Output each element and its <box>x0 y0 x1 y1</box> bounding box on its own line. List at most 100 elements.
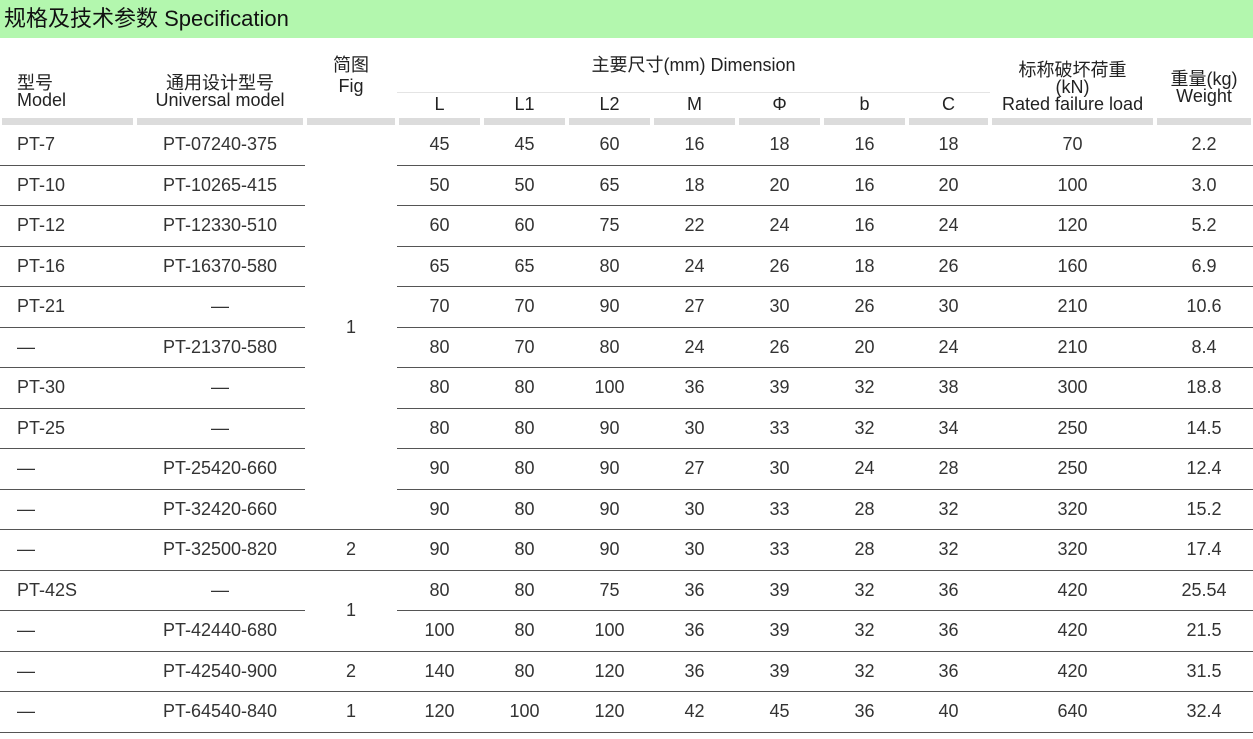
dim-b-cell: 32 <box>822 652 907 692</box>
dim-l-cell: 140 <box>397 652 482 692</box>
dim-l-cell: 120 <box>397 692 482 733</box>
header-dim-m: M <box>652 93 737 125</box>
dim-l1-cell: 80 <box>482 530 567 571</box>
dim-l2-cell: 90 <box>567 490 652 530</box>
load-cell: 420 <box>990 571 1156 611</box>
header-fig: 简图 Fig <box>305 38 397 125</box>
dim-c-cell: 24 <box>907 328 991 368</box>
dim-l-cell: 45 <box>397 125 482 166</box>
header-dim-phi: Φ <box>737 93 822 125</box>
dim-b-cell: 16 <box>822 206 907 247</box>
dim-b-cell: 18 <box>822 247 907 287</box>
dim-l2-cell: 90 <box>567 287 652 328</box>
model-cell: — <box>0 611 135 652</box>
header-load-cn: 标称破坏荷重 <box>1018 60 1127 80</box>
dim-l-cell: 90 <box>397 490 482 530</box>
universal-model-cell: — <box>135 571 305 611</box>
dim-l1-cell: 80 <box>482 571 567 611</box>
dim-m-cell: 18 <box>652 166 737 206</box>
weight-cell: 25.54 <box>1155 571 1253 611</box>
dim-l1-cell: 65 <box>482 247 567 287</box>
dim-b-cell: 32 <box>822 571 907 611</box>
dim-l-cell: 50 <box>397 166 482 206</box>
dim-l1-cell: 45 <box>482 125 567 166</box>
table-row: PT-42S —1 80 80 75 36 39 32 36 420 25.54 <box>0 571 1253 652</box>
header-fig-cn: 简图 <box>333 55 369 75</box>
fig-cell: 2 <box>305 652 397 692</box>
load-cell: 250 <box>990 409 1156 449</box>
model-cell: PT-21 <box>0 287 135 328</box>
dim-l-cell: 80 <box>397 368 482 409</box>
dim-m-cell: 30 <box>652 409 737 449</box>
header-dimension: 主要尺寸(mm) Dimension <box>397 38 991 93</box>
dim-phi-cell: 33 <box>737 490 822 530</box>
load-cell: 300 <box>990 368 1156 409</box>
model-cell: — <box>0 490 135 530</box>
header-weight-en: Weight <box>1176 86 1232 106</box>
universal-model-cell: PT-25420-660 <box>135 449 305 490</box>
header-model-cn: 型号 <box>17 73 53 93</box>
weight-cell: 31.5 <box>1155 652 1253 692</box>
header-fig-en: Fig <box>338 76 364 96</box>
dim-m-cell: 30 <box>652 490 737 530</box>
dim-l1-cell: 60 <box>482 206 567 247</box>
dim-phi-cell: 39 <box>737 611 822 652</box>
dim-c-cell: 36 <box>907 611 991 652</box>
dim-c-cell: 28 <box>907 449 991 490</box>
dim-l2-cell: 100 <box>567 611 652 652</box>
model-cell: PT-30 <box>0 368 135 409</box>
table-row: — PT-42540-900 2 140 80 120 36 39 32 36 420 31.5 <box>0 652 1253 692</box>
header-universal-en: Universal model <box>155 90 285 110</box>
dim-c-cell: 32 <box>907 530 991 571</box>
dim-l1-cell: 70 <box>482 287 567 328</box>
dim-b-cell: 32 <box>822 409 907 449</box>
weight-cell: 21.5 <box>1155 611 1253 652</box>
load-cell: 160 <box>990 247 1156 287</box>
universal-model-cell: PT-42540-900 <box>135 652 305 692</box>
header-dim-b: b <box>822 93 907 125</box>
dim-phi-cell: 33 <box>737 409 822 449</box>
weight-cell: 5.2 <box>1155 206 1253 247</box>
dim-l1-cell: 50 <box>482 166 567 206</box>
dim-l2-cell: 65 <box>567 166 652 206</box>
dim-m-cell: 16 <box>652 125 737 166</box>
universal-model-cell: PT-32500-820 <box>135 530 305 571</box>
load-cell: 420 <box>990 652 1156 692</box>
dim-l2-cell: 90 <box>567 530 652 571</box>
header-load: 标称破坏荷重 (kN) Rated failure load <box>990 38 1156 125</box>
dim-phi-cell: 26 <box>737 247 822 287</box>
dim-m-cell: 24 <box>652 328 737 368</box>
table-row: — PT-42440-680 100 80 100 36 39 32 36 420 21.5 <box>0 611 1253 652</box>
load-cell: 210 <box>990 328 1156 368</box>
dim-l2-cell: 90 <box>567 409 652 449</box>
header-universal-cn: 通用设计型号 <box>166 73 274 93</box>
header-load-en: Rated failure load <box>1001 94 1144 114</box>
dim-m-cell: 24 <box>652 247 737 287</box>
dim-l-cell: 100 <box>397 611 482 652</box>
universal-model-cell: — <box>135 287 305 328</box>
model-cell: PT-10 <box>0 166 135 206</box>
header-dim-c: C <box>907 93 991 125</box>
fig-cell: 1 <box>305 125 397 530</box>
weight-cell: 2.2 <box>1155 125 1253 166</box>
table-row: — PT-32420-660 90 80 90 30 33 28 32 320 15.2 <box>0 490 1253 530</box>
universal-model-cell: PT-12330-510 <box>135 206 305 247</box>
universal-model-cell: PT-07240-375 <box>135 125 305 166</box>
dim-c-cell: 34 <box>907 409 991 449</box>
universal-model-cell: PT-10265-415 <box>135 166 305 206</box>
dim-l-cell: 90 <box>397 449 482 490</box>
dim-l-cell: 90 <box>397 530 482 571</box>
dim-l1-cell: 80 <box>482 409 567 449</box>
header-weight-cn: 重量(kg) <box>1170 69 1238 89</box>
dim-m-cell: 36 <box>652 571 737 611</box>
load-cell: 70 <box>990 125 1156 166</box>
load-cell: 420 <box>990 611 1156 652</box>
table-row: PT-12 PT-12330-510 60 60 75 22 24 16 24 120 5.2 <box>0 206 1253 247</box>
dim-phi-cell: 39 <box>737 368 822 409</box>
table-row: PT-25—80 80 90 30 33 32 34 250 14.5 <box>0 409 1253 449</box>
header-model: 型号 Model <box>0 38 135 125</box>
universal-model-cell: — <box>135 409 305 449</box>
model-cell: — <box>0 449 135 490</box>
dim-l2-cell: 80 <box>567 247 652 287</box>
dim-l1-cell: 80 <box>482 368 567 409</box>
